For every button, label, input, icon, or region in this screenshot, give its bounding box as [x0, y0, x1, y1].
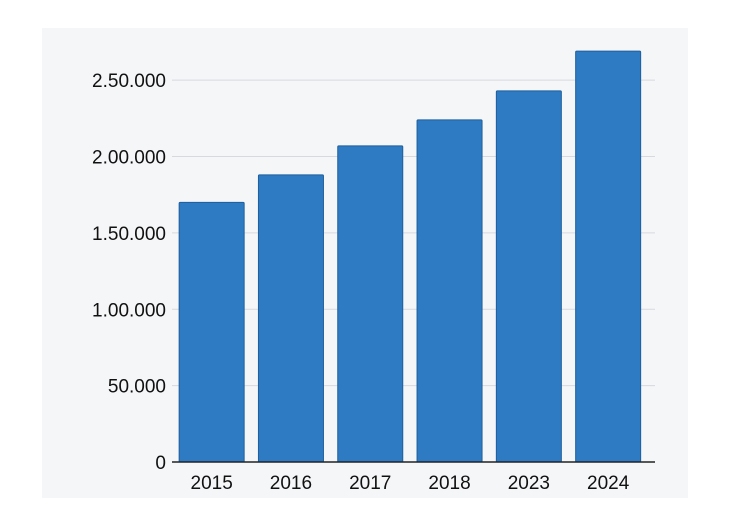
y-tick-label: 1.50.000 [92, 224, 166, 245]
bar-2023 [495, 90, 562, 463]
y-tick-label: 2.50.000 [92, 71, 166, 92]
bar-2017 [337, 145, 404, 463]
y-axis-tick-labels: 0 50.000 1.00.000 1.50.000 2.00.000 2.50.000 [92, 71, 166, 474]
y-tick-label: 2.00.000 [92, 148, 166, 169]
x-axis-tick-labels: 2015 2016 2017 2018 2023 2024 [191, 473, 630, 494]
bar-2018 [416, 119, 483, 463]
x-tick-label: 2024 [587, 473, 630, 494]
x-tick-label: 2016 [270, 473, 312, 494]
x-tick-label: 2015 [191, 473, 233, 494]
y-tick-label: 1.00.000 [92, 300, 166, 321]
bar-2015 [178, 201, 245, 463]
x-tick-label: 2023 [508, 473, 550, 494]
bar-2024 [575, 50, 642, 463]
y-tick-label: 50.000 [108, 377, 166, 398]
y-tick-label: 0 [155, 453, 166, 474]
bar-2016 [257, 174, 324, 463]
x-tick-label: 2017 [349, 473, 391, 494]
x-tick-label: 2018 [428, 473, 470, 494]
gridlines [172, 79, 655, 387]
